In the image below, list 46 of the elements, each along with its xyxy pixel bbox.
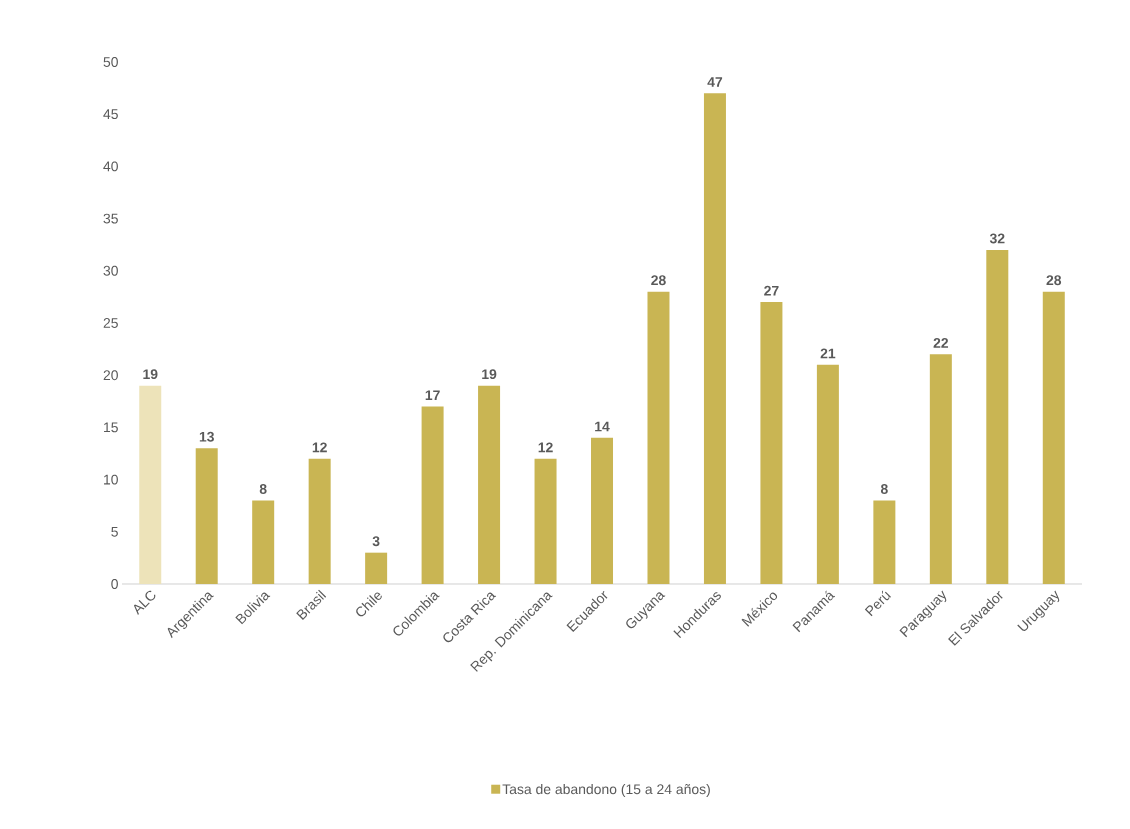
bar [308, 458, 331, 584]
data-label: 3 [372, 536, 380, 547]
y-tick-label: 50 [103, 57, 118, 67]
y-tick-label: 35 [103, 213, 118, 224]
data-label: 21 [820, 348, 836, 359]
bar [986, 249, 1009, 584]
data-label: 13 [199, 431, 214, 442]
y-tick-label: 20 [103, 370, 118, 381]
y-tick-label: 15 [104, 422, 118, 433]
data-label: 8 [259, 484, 267, 494]
y-tick-label: 30 [103, 265, 118, 276]
bar [647, 291, 670, 584]
bar [195, 448, 218, 584]
data-label: 12 [312, 442, 327, 453]
bar [873, 500, 896, 584]
y-tick-label: 10 [104, 474, 118, 485]
data-label: 12 [538, 442, 553, 453]
bar [1042, 291, 1065, 584]
y-tick-label: 25 [103, 318, 118, 328]
y-tick-label: 0 [111, 579, 118, 589]
data-label: 28 [1046, 275, 1062, 286]
data-label: 19 [482, 369, 497, 380]
data-label: 8 [880, 484, 888, 494]
data-label: 22 [933, 338, 949, 348]
bar [816, 364, 839, 584]
data-label: 47 [707, 77, 723, 87]
bar [252, 500, 275, 584]
data-label: 14 [595, 421, 610, 432]
data-label: 19 [143, 369, 158, 380]
bar [478, 385, 501, 584]
bar [365, 552, 388, 584]
bar [139, 385, 162, 584]
bar [421, 406, 444, 584]
y-tick-label: 5 [111, 526, 118, 537]
data-label: 17 [425, 390, 440, 400]
bar [591, 437, 614, 584]
bar [703, 93, 726, 584]
legend-label: Tasa de abandono (15 a 24 años) [502, 783, 710, 797]
data-label: 27 [764, 285, 779, 296]
bar [534, 458, 557, 584]
y-tick-label: 45 [103, 109, 118, 120]
data-label: 28 [651, 275, 666, 286]
data-label: 32 [989, 233, 1005, 244]
bar [760, 302, 783, 584]
y-tick-label: 40 [103, 161, 118, 172]
bar [929, 354, 952, 584]
